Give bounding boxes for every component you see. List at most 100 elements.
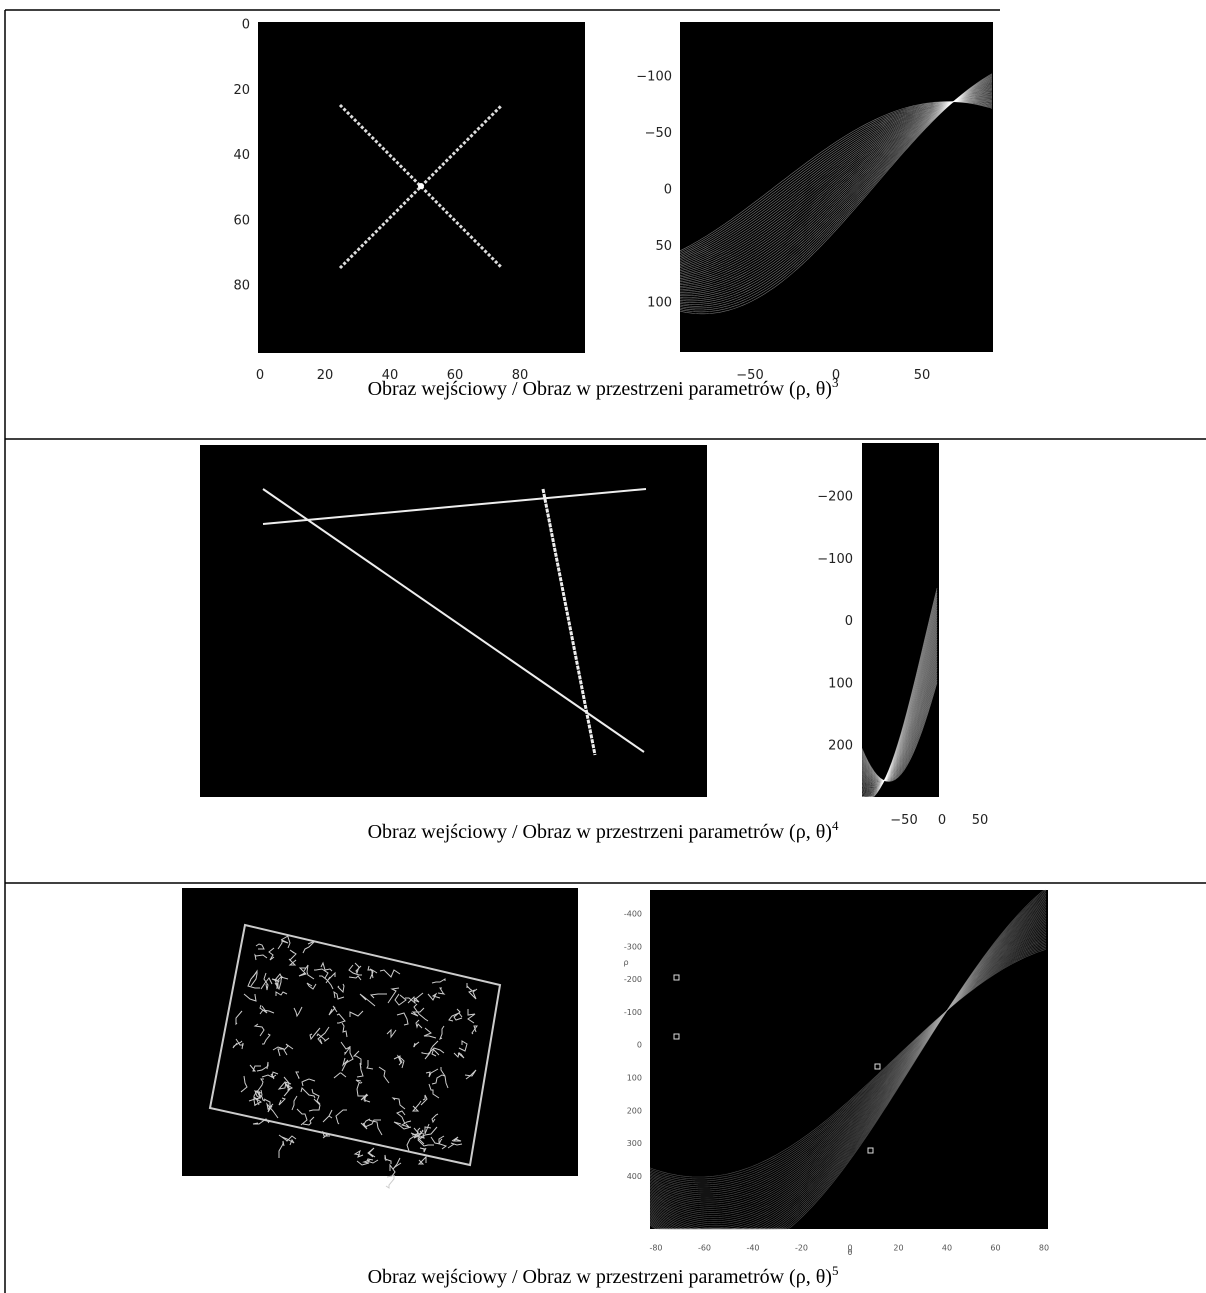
- curve: [649, 908, 1047, 1230]
- curve: [861, 636, 938, 785]
- curve: [861, 602, 938, 796]
- x-axis-label: θ: [848, 1248, 853, 1257]
- edge: [252, 1118, 270, 1125]
- edge: [354, 962, 362, 975]
- edge: [296, 1108, 308, 1126]
- edge: [425, 1068, 439, 1078]
- edge: [283, 1043, 294, 1056]
- curve: [679, 83, 993, 295]
- y-tick-label: 0: [845, 614, 853, 629]
- curve: [861, 619, 938, 789]
- curve: [649, 895, 1047, 1230]
- edge: [366, 1060, 374, 1070]
- curve: [679, 74, 993, 313]
- edge: [254, 953, 268, 961]
- edge: [333, 1072, 347, 1079]
- y-tick-label: 0: [664, 183, 672, 198]
- curve: [649, 941, 1047, 1188]
- y-tick-label: 60: [233, 213, 250, 228]
- edge: [302, 940, 316, 954]
- curve: [649, 906, 1047, 1230]
- curve: [649, 938, 1047, 1192]
- edge: [439, 1025, 445, 1041]
- edge: [355, 1079, 363, 1084]
- y-tick-label: 100: [627, 1074, 642, 1083]
- edge: [384, 1154, 392, 1164]
- curve: [649, 894, 1047, 1230]
- caption: Obraz wejściowy / Obraz w przestrzeni pa…: [368, 375, 839, 400]
- edge: [405, 995, 416, 1005]
- y-tick-label: -100: [624, 1008, 642, 1017]
- edge: [263, 972, 269, 991]
- edge: [302, 1116, 315, 1126]
- edge: [274, 973, 283, 988]
- edge: [423, 1027, 437, 1039]
- curve: [679, 81, 993, 298]
- curve: [861, 675, 938, 782]
- edge: [309, 1027, 321, 1041]
- edge: [277, 1081, 292, 1090]
- x-tick-label: 60: [990, 1244, 1000, 1253]
- hough-image: [650, 890, 1048, 1229]
- y-tick-label: 400: [627, 1172, 642, 1181]
- curve: [862, 595, 938, 798]
- edge: [260, 977, 273, 990]
- edge: [300, 1087, 316, 1099]
- edge: [336, 1013, 346, 1024]
- curve: [861, 663, 938, 781]
- curve: [680, 84, 993, 292]
- edge: [400, 1120, 412, 1129]
- edge: [411, 1100, 422, 1112]
- curve: [861, 655, 938, 782]
- y-tick-label: -200: [624, 975, 642, 984]
- curve: [679, 101, 993, 255]
- curve: [649, 899, 1047, 1230]
- edge: [301, 1078, 316, 1087]
- edge: [247, 972, 260, 989]
- x-tick-label: 20: [317, 368, 334, 383]
- curve: [861, 622, 938, 788]
- hough-curves: [679, 73, 993, 315]
- edge: [369, 993, 387, 999]
- curve: [649, 914, 1047, 1222]
- edge: [386, 1028, 397, 1039]
- edge: [359, 993, 376, 1007]
- curve: [649, 891, 1047, 1230]
- edge: [263, 1098, 273, 1113]
- edge: [387, 987, 400, 1004]
- edge: [457, 1052, 465, 1059]
- edge: [240, 1075, 248, 1093]
- hough-image: [680, 22, 993, 352]
- footnote-ref: 4: [832, 818, 839, 833]
- curve: [679, 77, 993, 305]
- y-tick-label: −100: [636, 70, 672, 85]
- edge: [411, 1127, 421, 1139]
- edge: [448, 1012, 463, 1022]
- curve: [861, 646, 938, 783]
- edge: [337, 983, 345, 994]
- curve: [649, 925, 1047, 1208]
- edge: [328, 1005, 338, 1016]
- x-tick-label: 80: [512, 368, 529, 383]
- edge: [453, 1008, 463, 1021]
- x-tick-label: 0: [938, 813, 946, 828]
- curve: [861, 670, 938, 781]
- curve: [649, 928, 1047, 1204]
- edge: [467, 1009, 476, 1024]
- edge: [412, 1041, 420, 1048]
- edge: [319, 975, 334, 990]
- edge: [368, 1119, 383, 1136]
- curve: [862, 590, 938, 798]
- edge: [256, 1061, 269, 1072]
- caption-text: Obraz wejściowy / Obraz w przestrzeni pa…: [368, 378, 832, 400]
- edge: [353, 1149, 364, 1158]
- edge: [352, 1050, 362, 1065]
- x-tick-label: 20: [893, 1244, 903, 1253]
- edge: [255, 943, 265, 950]
- edge: [249, 1064, 261, 1072]
- curve: [861, 605, 938, 795]
- curve: [679, 75, 993, 311]
- curve: [649, 947, 1047, 1180]
- x-tick-label: 0: [256, 368, 264, 383]
- x-tick-label: 60: [447, 368, 464, 383]
